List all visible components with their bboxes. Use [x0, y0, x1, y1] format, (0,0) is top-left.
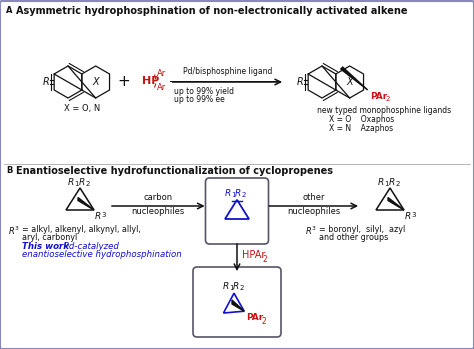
Text: nucleophiles: nucleophiles — [132, 207, 185, 216]
Text: 1: 1 — [74, 181, 79, 187]
Text: R: R — [296, 77, 303, 87]
Text: R: R — [42, 77, 49, 87]
Text: X = O    Oxaphos: X = O Oxaphos — [329, 115, 394, 124]
Polygon shape — [388, 198, 404, 210]
Polygon shape — [78, 198, 94, 210]
Text: up to 99% ee: up to 99% ee — [173, 95, 224, 104]
Text: 2: 2 — [386, 96, 390, 102]
Text: R: R — [225, 189, 231, 198]
Text: aryl, carbonyl: aryl, carbonyl — [22, 233, 77, 242]
Text: 2: 2 — [240, 285, 245, 291]
Text: R: R — [235, 189, 241, 198]
Text: +: + — [117, 74, 130, 89]
Text: $R^3$: $R^3$ — [8, 225, 20, 237]
Text: B: B — [6, 166, 12, 175]
Text: X: X — [346, 77, 353, 87]
Text: = alkyl, alkenyl, alkynyl, allyl,: = alkyl, alkenyl, alkynyl, allyl, — [22, 225, 141, 234]
Text: carbon: carbon — [144, 193, 173, 202]
Text: HP: HP — [142, 76, 159, 86]
Text: new typed monophosphine ligands: new typed monophosphine ligands — [317, 106, 451, 115]
FancyBboxPatch shape — [206, 178, 268, 244]
Text: : Pd-catalyzed: : Pd-catalyzed — [58, 242, 119, 251]
Text: other: other — [302, 193, 325, 202]
Text: X: X — [92, 77, 99, 87]
Text: 2: 2 — [261, 317, 266, 326]
Text: R: R — [389, 178, 395, 187]
Text: Ar: Ar — [157, 69, 166, 79]
Text: X = O, N: X = O, N — [64, 104, 100, 113]
Text: Pd/bisphosphine ligand: Pd/bisphosphine ligand — [182, 67, 272, 76]
Text: 3: 3 — [411, 212, 416, 218]
Text: PAr: PAr — [370, 92, 387, 101]
Text: nucleophiles: nucleophiles — [287, 207, 340, 216]
Text: and other groups: and other groups — [319, 233, 388, 242]
Text: R: R — [68, 178, 74, 187]
Text: 2: 2 — [396, 181, 401, 187]
Text: 3: 3 — [101, 212, 106, 218]
Text: = boronyl,  silyl,  azyl: = boronyl, silyl, azyl — [319, 225, 405, 234]
Text: R: R — [79, 178, 85, 187]
Text: Ar: Ar — [157, 83, 166, 92]
Polygon shape — [232, 300, 244, 311]
Text: up to 99% yield: up to 99% yield — [173, 87, 234, 96]
Text: HPAr: HPAr — [242, 251, 265, 260]
Text: R: R — [223, 282, 229, 291]
Text: 1: 1 — [229, 285, 234, 291]
Text: enantioselective hydrophosphination: enantioselective hydrophosphination — [22, 250, 182, 259]
Text: R: R — [405, 212, 411, 221]
Polygon shape — [341, 67, 368, 90]
Text: R: R — [233, 282, 239, 291]
FancyBboxPatch shape — [193, 267, 281, 337]
Text: 2: 2 — [263, 255, 268, 264]
Text: 1: 1 — [231, 192, 236, 198]
Text: $R^3$: $R^3$ — [305, 225, 317, 237]
Text: 2: 2 — [242, 192, 246, 198]
Text: R: R — [95, 212, 101, 221]
Text: X = N    Azaphos: X = N Azaphos — [329, 124, 393, 133]
Text: 1: 1 — [384, 181, 389, 187]
Text: A: A — [6, 6, 12, 15]
Text: R: R — [378, 178, 384, 187]
Text: Enantioselective hydrofunctionalization of cyclopropenes: Enantioselective hydrofunctionalization … — [16, 166, 333, 176]
Text: Asymmetric hydrophosphination of non-electronically activated alkene: Asymmetric hydrophosphination of non-ele… — [16, 6, 408, 16]
Text: 2: 2 — [86, 181, 91, 187]
Text: PAr: PAr — [246, 313, 264, 322]
Text: This work: This work — [22, 242, 69, 251]
